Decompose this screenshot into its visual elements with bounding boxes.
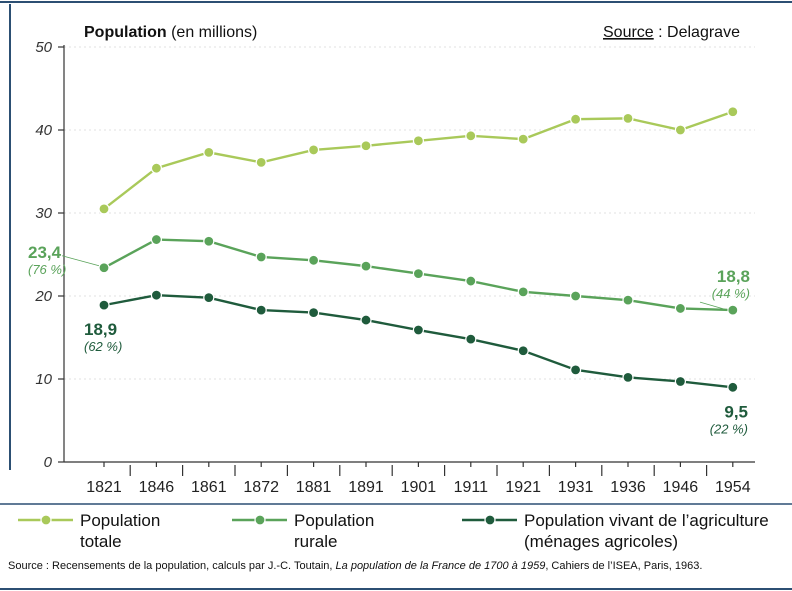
tick-label-y-30: 30 [35, 205, 52, 222]
data-point-s2-1954 [727, 381, 739, 393]
data-point-s1-1901 [412, 267, 424, 280]
tick-label-x-1881: 1881 [296, 479, 332, 496]
source-note: Source : Recensements de la population, … [8, 560, 702, 572]
data-point-s0-1954 [727, 106, 739, 118]
data-point-s0-1872 [255, 156, 267, 168]
data-point-s2-1891 [360, 314, 372, 326]
data-point-s1-1881 [308, 254, 320, 266]
data-point-s2-1911 [465, 333, 477, 345]
data-point-s0-1846 [150, 162, 162, 174]
data-point-s1-1946 [674, 302, 687, 315]
legend-label-1-line2: rurale [294, 532, 337, 551]
chart-title-rest: (en millions) [167, 24, 258, 41]
data-point-s2-1821 [98, 299, 110, 311]
data-point-s2-1936 [622, 371, 634, 383]
annotation-leader-1 [699, 301, 728, 311]
legend-label-2-line2: (ménages agricoles) [524, 532, 678, 551]
tick-label-x-1901: 1901 [401, 479, 437, 496]
data-point-s0-1901 [412, 135, 424, 147]
legend-swatch-marker-2 [484, 514, 496, 526]
data-point-s2-1846 [150, 289, 162, 301]
data-point-s1-1911 [465, 275, 477, 287]
legend-label-0-line2: totale [80, 532, 122, 551]
tick-label-x-1872: 1872 [243, 479, 279, 496]
tick-label-x-1891: 1891 [348, 479, 384, 496]
tick-label-x-1861: 1861 [191, 479, 227, 496]
annotations: 23,4(76 %) 18,8(44 %) 18,9(62 %) 9,5(22 %) [28, 243, 750, 437]
data-point-s2-1872 [255, 304, 267, 316]
data-point-s0-1861 [203, 146, 215, 159]
data-point-s2-1921 [517, 345, 529, 357]
tick-label-y-10: 10 [35, 371, 52, 388]
data-point-s2-1901 [412, 324, 424, 336]
data-point-s1-1861 [203, 235, 215, 247]
tick-label-y-20: 20 [34, 288, 52, 305]
tick-label-x-1846: 1846 [139, 479, 175, 496]
legend-label-1-line1: Population [294, 511, 374, 530]
data-point-s0-1881 [308, 144, 320, 156]
data-point-s0-1921 [517, 133, 529, 145]
annotation-value-0: 23,4 [28, 243, 62, 262]
data-point-s1-1891 [360, 260, 372, 272]
tick-label-x-1921: 1921 [505, 479, 541, 496]
source-credit: Source : Delagrave [603, 24, 740, 41]
tick-label-x-1931: 1931 [558, 479, 594, 496]
data-point-s1-1821 [98, 262, 110, 274]
data-point-s1-1931 [569, 290, 582, 302]
legend-swatch-marker-1 [254, 514, 266, 526]
annotation-pct-3: (22 %) [710, 421, 748, 436]
chart-title: Population (en millions) [84, 24, 257, 41]
annotation-leader-0 [61, 255, 100, 267]
annotation-pct-1: (44 %) [712, 286, 750, 301]
source-note-start: Source : Recensements de la population, … [8, 560, 336, 572]
tick-label-x-1954: 1954 [715, 479, 751, 496]
data-point-s2-1931 [569, 364, 582, 376]
data-point-s1-1921 [517, 286, 529, 298]
tick-label-x-1946: 1946 [663, 479, 699, 496]
tick-label-x-1821: 1821 [86, 479, 122, 496]
tick-label-x-1936: 1936 [610, 479, 646, 496]
data-point-s0-1821 [98, 203, 110, 215]
data-point-s1-1936 [622, 294, 634, 306]
source-credit-rest: : Delagrave [654, 24, 740, 41]
data-point-s0-1931 [569, 113, 582, 125]
annotation-value-3: 9,5 [724, 402, 748, 421]
legend: Population totale Population rurale Populati… [18, 511, 769, 551]
tick-label-y-40: 40 [35, 122, 52, 139]
tick-label-y-50: 50 [35, 39, 52, 56]
data-point-s1-1954 [727, 304, 739, 316]
source-note-italic: La population de la France de 1700 à 195… [336, 560, 546, 572]
tick-label-x-1911: 1911 [454, 479, 489, 496]
data-point-s0-1936 [622, 112, 634, 124]
data-point-s2-1881 [308, 307, 320, 319]
annotation-pct-2: (62 %) [84, 339, 122, 354]
source-credit-label: Source [603, 24, 654, 41]
series-line-2 [103, 293, 733, 389]
annotation-pct-0: (76 %) [28, 262, 66, 277]
chart-title-bold: Population [84, 24, 167, 41]
data-point-s1-1846 [150, 233, 162, 246]
legend-label-0-line1: Population [80, 511, 160, 530]
axes: 0 10 20 30 40 50 1821 1846 1861 1872 1881 1891 1901 1… [34, 39, 755, 496]
data-point-s0-1891 [360, 140, 372, 152]
source-note-end: , Cahiers de l’ISEA, Paris, 1963. [545, 560, 702, 572]
series-line-0 [103, 110, 734, 210]
data-point-s2-1861 [203, 292, 215, 304]
data-point-s2-1946 [674, 375, 687, 388]
legend-label-2-line1: Population vivant de l’agriculture [524, 511, 769, 530]
series [98, 106, 739, 393]
data-point-s0-1911 [465, 130, 477, 142]
data-point-s1-1872 [255, 251, 267, 263]
data-point-s0-1946 [674, 124, 687, 136]
legend-swatch-marker-0 [40, 514, 52, 526]
annotation-value-1: 18,8 [717, 267, 750, 286]
tick-label-y-0: 0 [44, 454, 53, 471]
annotation-value-2: 18,9 [84, 320, 117, 339]
